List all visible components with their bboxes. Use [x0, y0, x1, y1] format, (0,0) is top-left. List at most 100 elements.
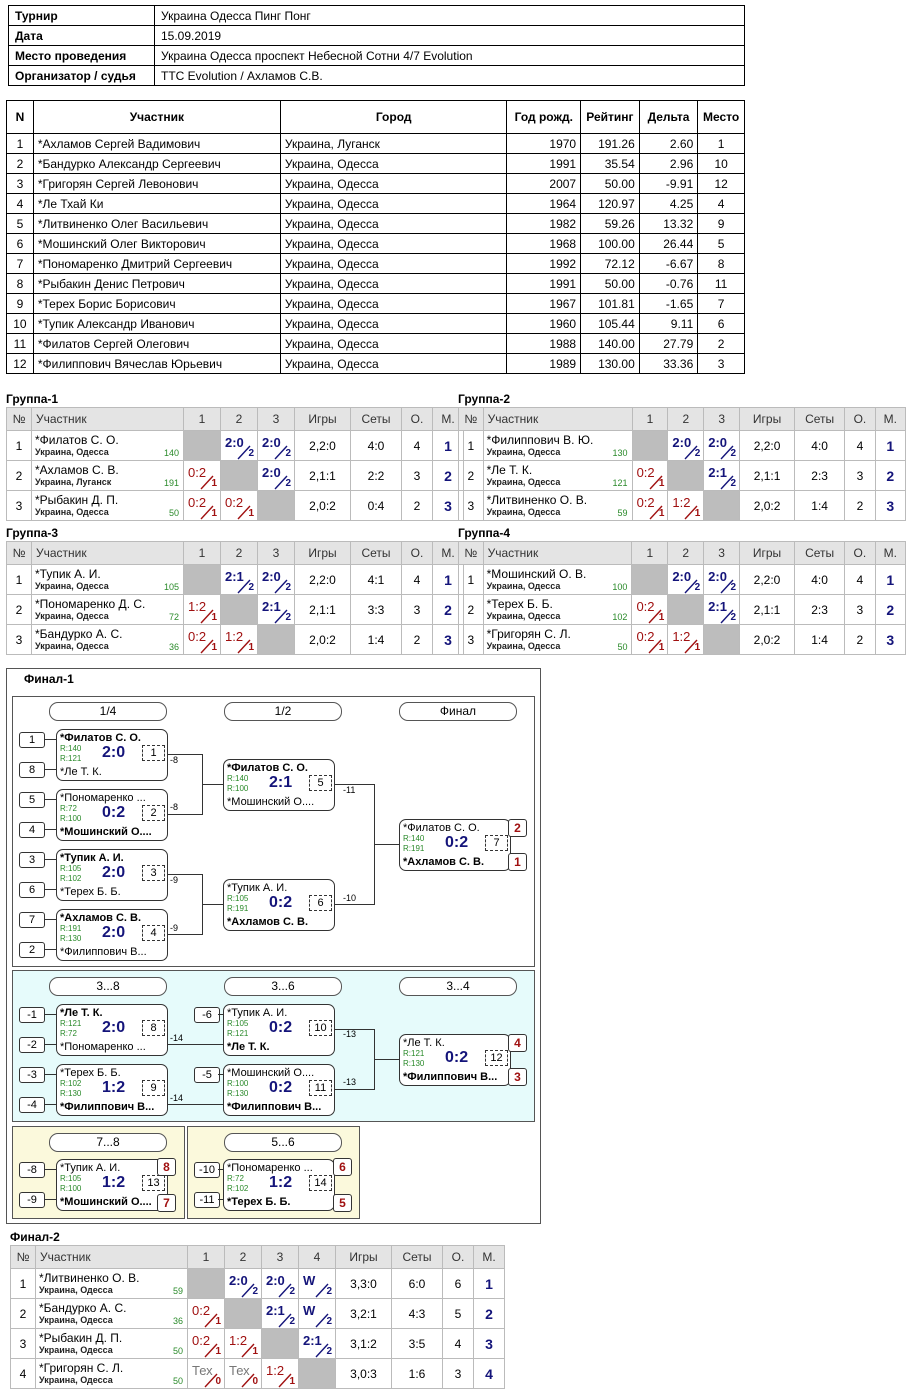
bracket-connector	[374, 1059, 399, 1060]
points-value: 4	[401, 430, 433, 461]
match-number: 13	[142, 1175, 165, 1191]
rating-bottom: R:121	[227, 1029, 249, 1038]
participant-city: Украина, Одесса	[279, 193, 508, 214]
diagonal-slash-icon	[237, 505, 251, 520]
info-key: Дата	[8, 25, 155, 46]
match-score: 2:1	[303, 1333, 322, 1348]
self-match-cell	[261, 1328, 299, 1359]
match-score: 0:2	[192, 1303, 211, 1318]
seed-box: -11	[194, 1192, 220, 1208]
participants-col-header: Рейтинг	[580, 100, 640, 134]
match-points: 1	[248, 508, 254, 519]
info-row: Дата 15.09.2019	[8, 25, 745, 46]
group-header-row: № Участник 1 2 3 Игры Сеты О. М.	[458, 541, 906, 565]
participant-number: 4	[6, 193, 34, 214]
points-value: 4	[401, 564, 433, 595]
final-place-box: 8	[157, 1158, 176, 1176]
participant-name: *Тупик Александр Иванович	[32, 313, 281, 334]
info-key: Турнир	[8, 5, 155, 26]
result-cell: 1:2 1	[261, 1358, 299, 1389]
result-cell: Тех 0	[187, 1358, 225, 1389]
player-city: Украина, Одесса	[486, 580, 561, 591]
group-2-table: № Участник 1 2 3 Игры Сеты О. М. 1 *Филиппович В. …	[458, 407, 906, 521]
result-cell: 2:0 2	[667, 564, 705, 595]
participant-city: Украина, Одесса	[279, 353, 508, 374]
result-box: 0:2 1	[184, 491, 220, 520]
self-match-cell	[257, 624, 295, 655]
self-match-cell	[703, 624, 741, 655]
bracket-connector	[218, 1199, 223, 1200]
rating-bottom: R:102	[60, 874, 82, 883]
col-games: Игры	[294, 407, 351, 431]
bracket-match: *Тупик А. И. R:105 R:191 0:2 6 *Ахламов С. В.	[223, 879, 335, 931]
group-row: 1 *Тупик А. И. Украина, Одесса 105 2:1 2 2:0 2 2…	[6, 564, 464, 595]
player-city: Украина, Одесса	[35, 640, 109, 651]
rating-top: R:105	[60, 1174, 82, 1183]
match-player-bottom: *Пономаренко ...	[60, 1041, 146, 1053]
group-row: 2 *Ахламов С. В. Украина, Луганск 191 0:2 1 2:…	[6, 460, 464, 491]
result-box: 0:2 1	[221, 491, 257, 520]
player-city: Украина, Одесса	[35, 610, 109, 621]
loser-destination: -14	[170, 1093, 184, 1103]
match-points: 1	[658, 478, 665, 489]
games-value: 2,1:1	[294, 460, 351, 491]
match-player-bottom: *Ле Т. К.	[227, 1041, 270, 1053]
player-rating: 191	[163, 478, 179, 488]
points-value: 3	[401, 460, 433, 491]
participant-delta: 4.25	[638, 193, 699, 214]
participant-birth-year: 1988	[506, 333, 582, 354]
result-box: 2:0 2	[704, 431, 739, 460]
participant-delta: -0.76	[638, 273, 699, 294]
player-name: *Бандурко А. С.	[39, 1300, 127, 1315]
self-match-cell	[631, 564, 669, 595]
result-box: 2:1 2	[704, 461, 739, 490]
player-rating: 50	[172, 1376, 183, 1386]
participant-name: *Филиппович Вячеслав Юрьевич	[32, 353, 281, 374]
self-match-cell	[703, 490, 741, 521]
row-number: 1	[10, 1268, 36, 1299]
round-label: 3...6	[224, 977, 342, 996]
result-box: 0:2 1	[633, 491, 668, 520]
result-cell: 2:0 2	[703, 430, 741, 461]
group-row: 3 *Рыбакин Д. П. Украина, Одесса 50 0:2 1 1:2 1…	[10, 1328, 505, 1359]
place-cell: 2	[473, 1298, 505, 1329]
player-cell: *Филиппович В. Ю. Украина, Одесса 130	[482, 430, 633, 461]
info-row: Организатор / судья TTC Evolution / Ахлам…	[8, 65, 745, 86]
match-player-bottom: *Терех Б. Б.	[60, 886, 121, 898]
participant-delta: 26.44	[638, 233, 699, 254]
bracket-match: *Филатов С. О. R:140 R:191 0:2 7 *Ахламов С. …	[399, 819, 511, 871]
bracket-match: *Пономаренко ... R:72 R:100 0:2 2 *Мошинский …	[56, 789, 168, 841]
diagonal-slash-icon	[648, 639, 662, 654]
match-ratings: R:72 R:100	[60, 804, 81, 824]
player-name: *Ле Т. К.	[486, 462, 533, 477]
sets-value: 1:4	[350, 624, 402, 655]
match-points: 2	[326, 1316, 332, 1327]
participant-number: 6	[6, 233, 34, 254]
match-points: 1	[211, 508, 217, 519]
bracket-connector	[202, 784, 223, 785]
info-value: TTC Evolution / Ахламов С.В.	[154, 65, 745, 86]
participant-number: 8	[6, 273, 34, 294]
result-cell: 2:0 2	[261, 1268, 299, 1299]
player-cell: *Ле Т. К. Украина, Одесса 121	[482, 460, 633, 491]
place-value: 3	[444, 497, 452, 514]
games-value: 3,3:0	[335, 1268, 392, 1299]
match-points: 2	[730, 612, 737, 623]
result-box: Тех 0	[225, 1359, 261, 1388]
diagonal-slash-icon	[278, 1313, 292, 1328]
final2-title: Финал-2	[10, 1230, 60, 1244]
participant-city: Украина, Луганск	[279, 133, 508, 154]
result-cell: 0:2 1	[187, 1298, 225, 1329]
participants-col-header: Дельта	[638, 100, 699, 134]
result-box: 1:2 1	[668, 491, 703, 520]
participant-place: 11	[697, 273, 745, 294]
match-score: Тех	[229, 1363, 250, 1378]
tournament-info-table: Турнир Украина Одесса Пинг Понг Дата 15.09…	[8, 5, 745, 86]
seed-box: -6	[194, 1007, 220, 1023]
col-n: №	[6, 407, 32, 431]
result-box: 2:1 2	[258, 595, 294, 624]
sets-value: 4:0	[793, 564, 846, 595]
final1-panel: Финал-1 1/4 1/2 Финал 3...8 3...6 3...4 7...8 5…	[6, 668, 541, 1224]
rating-top: R:105	[60, 864, 82, 873]
participant-birth-year: 1991	[506, 153, 582, 174]
